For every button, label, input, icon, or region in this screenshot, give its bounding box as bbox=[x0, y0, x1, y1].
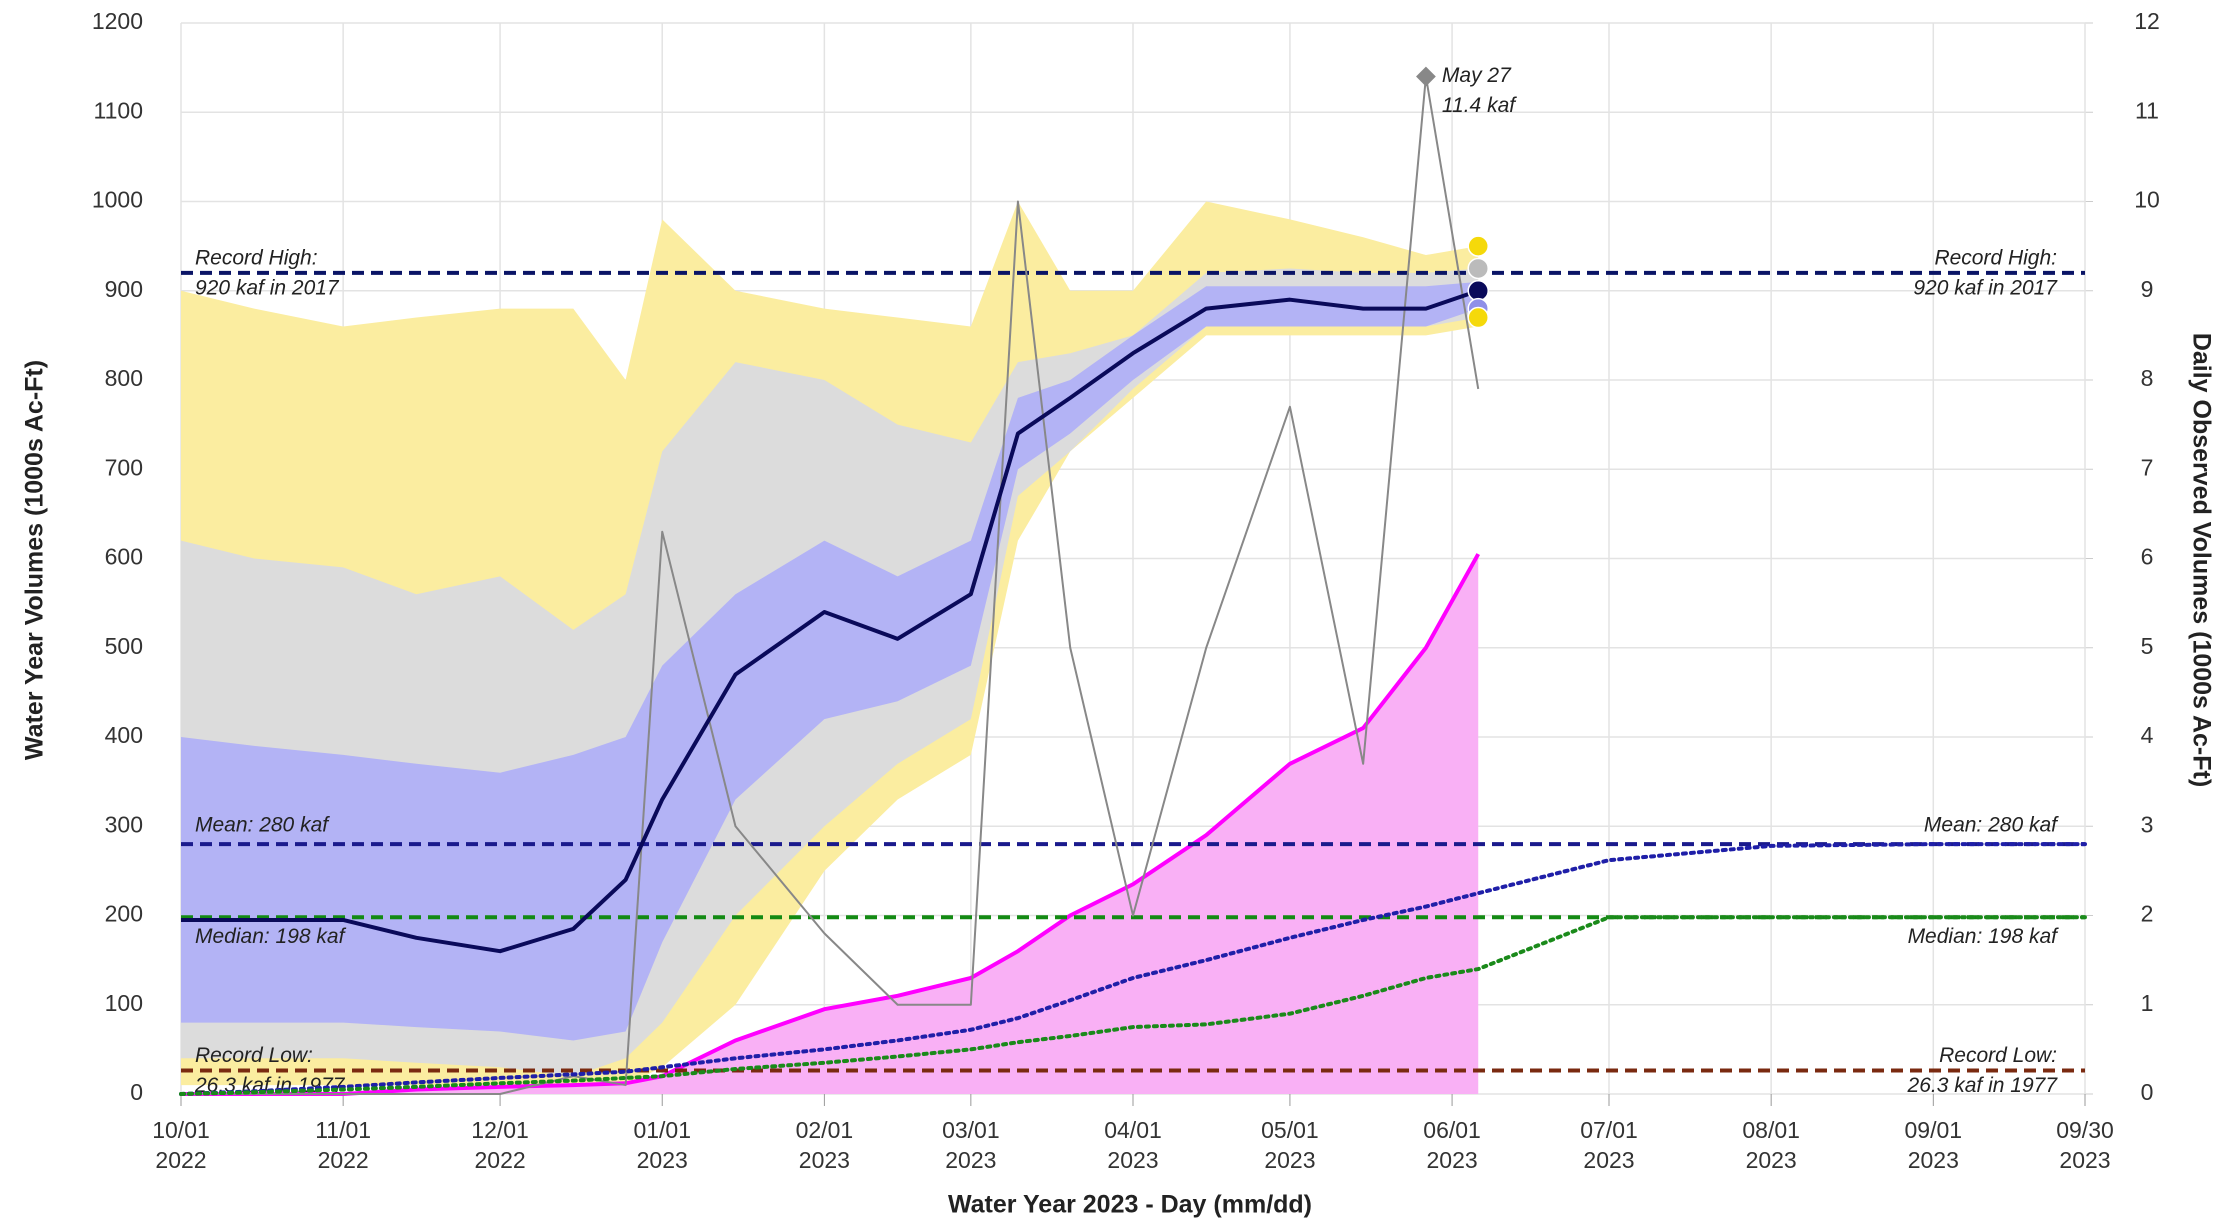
annotation-label: May 27 bbox=[1442, 64, 1512, 87]
y-tick-label: 800 bbox=[105, 365, 143, 391]
y-axis-label: Water Year Volumes (1000s Ac-Ft) bbox=[21, 360, 49, 760]
y-tick-label: 200 bbox=[105, 901, 143, 927]
line bbox=[181, 288, 1479, 954]
x-tick-label-line: 06/01 bbox=[1423, 1117, 1481, 1143]
x-tick-label-line: 2023 bbox=[1264, 1147, 1315, 1173]
x-tick-label-line: 02/01 bbox=[796, 1117, 854, 1143]
forecast-point bbox=[1467, 306, 1489, 329]
y2-tick-label: 8 bbox=[2141, 365, 2154, 391]
area-line bbox=[181, 553, 1480, 1096]
y2-tick-label: 0 bbox=[2141, 1079, 2154, 1105]
x-tick-label: 11/01 2022 bbox=[315, 1117, 371, 1173]
x-tick-label: 04/01 2023 bbox=[1104, 1117, 1162, 1173]
reference-label: 920 kaf in 2017 bbox=[1913, 276, 2058, 299]
band bbox=[181, 281, 1479, 1041]
y-tick-label: 0 bbox=[130, 1079, 143, 1105]
x-tick-label-line: 2023 bbox=[1426, 1147, 1477, 1173]
x-tick-label: 09/01 2023 bbox=[1905, 1117, 1963, 1173]
x-axis-label: Water Year 2023 - Day (mm/dd) bbox=[948, 1191, 1312, 1219]
x-tick-label-line: 2023 bbox=[1107, 1147, 1158, 1173]
y2-tick-label: 4 bbox=[2141, 722, 2154, 748]
x-tick-label-line: 04/01 bbox=[1104, 1117, 1162, 1143]
x-tick-label: 08/01 2023 bbox=[1742, 1117, 1800, 1173]
forecast-point bbox=[1467, 257, 1489, 280]
reference-label: Record High: bbox=[195, 246, 318, 269]
area-fill bbox=[181, 554, 1479, 1094]
y-tick-label: 500 bbox=[105, 633, 143, 659]
x-tick-label-line: 2023 bbox=[1583, 1147, 1634, 1173]
x-tick-label-line: 2023 bbox=[2059, 1147, 2110, 1173]
x-tick-label-line: 09/01 bbox=[1905, 1117, 1963, 1143]
y-tick-label: 1100 bbox=[94, 97, 143, 123]
reference-label: 26.3 kaf in 1977 bbox=[1907, 1074, 2059, 1097]
x-tick-label: 03/01 2023 bbox=[942, 1117, 1000, 1173]
x-tick-label: 05/01 2023 bbox=[1261, 1117, 1319, 1173]
y2-tick-label: 5 bbox=[2141, 633, 2154, 659]
y-tick-label: 900 bbox=[105, 276, 143, 302]
y-tick-label: 1200 bbox=[92, 8, 143, 34]
x-tick-label-line: 2023 bbox=[799, 1147, 850, 1173]
y-tick-label: 300 bbox=[105, 811, 143, 837]
x-tick-label: 06/01 2023 bbox=[1423, 1117, 1481, 1173]
y-tick-label: 600 bbox=[105, 544, 143, 570]
x-tick-label: 07/01 2023 bbox=[1580, 1117, 1638, 1173]
line bbox=[179, 842, 2087, 1096]
reference-label: Mean: 280 kaf bbox=[1924, 814, 2059, 837]
x-tick-label-line: 12/01 bbox=[471, 1117, 529, 1143]
x-tick-label-line: 2022 bbox=[474, 1147, 525, 1173]
y-tick-label: 400 bbox=[105, 722, 143, 748]
x-tick-label-line: 10/01 bbox=[152, 1117, 210, 1143]
x-tick-label: 10/01 2022 bbox=[152, 1117, 210, 1173]
y2-tick-label: 2 bbox=[2141, 901, 2154, 927]
reference-label: Median: 198 kaf bbox=[195, 925, 347, 948]
x-tick-label-line: 01/01 bbox=[633, 1117, 691, 1143]
x-tick-label-line: 07/01 bbox=[1580, 1117, 1638, 1143]
line bbox=[181, 75, 1480, 1095]
x-tick-label-line: 2023 bbox=[1746, 1147, 1797, 1173]
y2-tick-label: 10 bbox=[2134, 187, 2160, 213]
reference-label: Record Low: bbox=[1939, 1044, 2057, 1067]
x-tick-label: 01/01 2023 bbox=[633, 1117, 691, 1173]
reference-label: 920 kaf in 2017 bbox=[195, 276, 340, 299]
reference-label: Median: 198 kaf bbox=[1908, 925, 2060, 948]
reference-label: Record Low: bbox=[195, 1044, 313, 1067]
y2-tick-label: 3 bbox=[2141, 811, 2154, 837]
forecast-point bbox=[1467, 280, 1489, 302]
x-tick-label-line: 2023 bbox=[945, 1147, 996, 1173]
x-tick-label-line: 2022 bbox=[318, 1147, 369, 1173]
x-tick-label: 09/30 2023 bbox=[2056, 1117, 2114, 1173]
line bbox=[179, 915, 2087, 1096]
y-tick-label: 1000 bbox=[92, 187, 143, 213]
x-tick-label-line: 2023 bbox=[1908, 1147, 1959, 1173]
y2-tick-label: 11 bbox=[2135, 97, 2159, 123]
y2-tick-label: 1 bbox=[2141, 990, 2154, 1016]
x-tick-label-line: 11/01 bbox=[315, 1117, 371, 1143]
forecast-point bbox=[1467, 235, 1489, 257]
y-tick-label: 100 bbox=[105, 990, 143, 1016]
y2-tick-label: 12 bbox=[2134, 8, 2160, 34]
x-tick-label-line: 2023 bbox=[637, 1147, 688, 1173]
x-tick-label-line: 03/01 bbox=[942, 1117, 1000, 1143]
y2-tick-label: 6 bbox=[2141, 544, 2154, 570]
y-tick-label: 700 bbox=[105, 454, 143, 480]
y2-tick-label: 7 bbox=[2141, 454, 2154, 480]
y2-tick-label: 9 bbox=[2141, 276, 2154, 302]
reference-label: Record High: bbox=[1934, 246, 2057, 269]
reference-label: Mean: 280 kaf bbox=[195, 814, 330, 837]
annotation-label: 11.4 kaf bbox=[1442, 94, 1517, 117]
annotation-marker bbox=[1416, 66, 1436, 87]
x-tick-label-line: 08/01 bbox=[1742, 1117, 1800, 1143]
y2-axis-label: Daily Observed Volumes (1000s Ac-Ft) bbox=[2187, 333, 2215, 787]
x-tick-label: 02/01 2023 bbox=[796, 1117, 854, 1173]
x-tick-label-line: 05/01 bbox=[1261, 1117, 1319, 1143]
x-tick-label-line: 2022 bbox=[155, 1147, 206, 1173]
x-tick-label: 12/01 2022 bbox=[471, 1117, 529, 1173]
x-tick-label-line: 09/30 bbox=[2056, 1117, 2114, 1143]
